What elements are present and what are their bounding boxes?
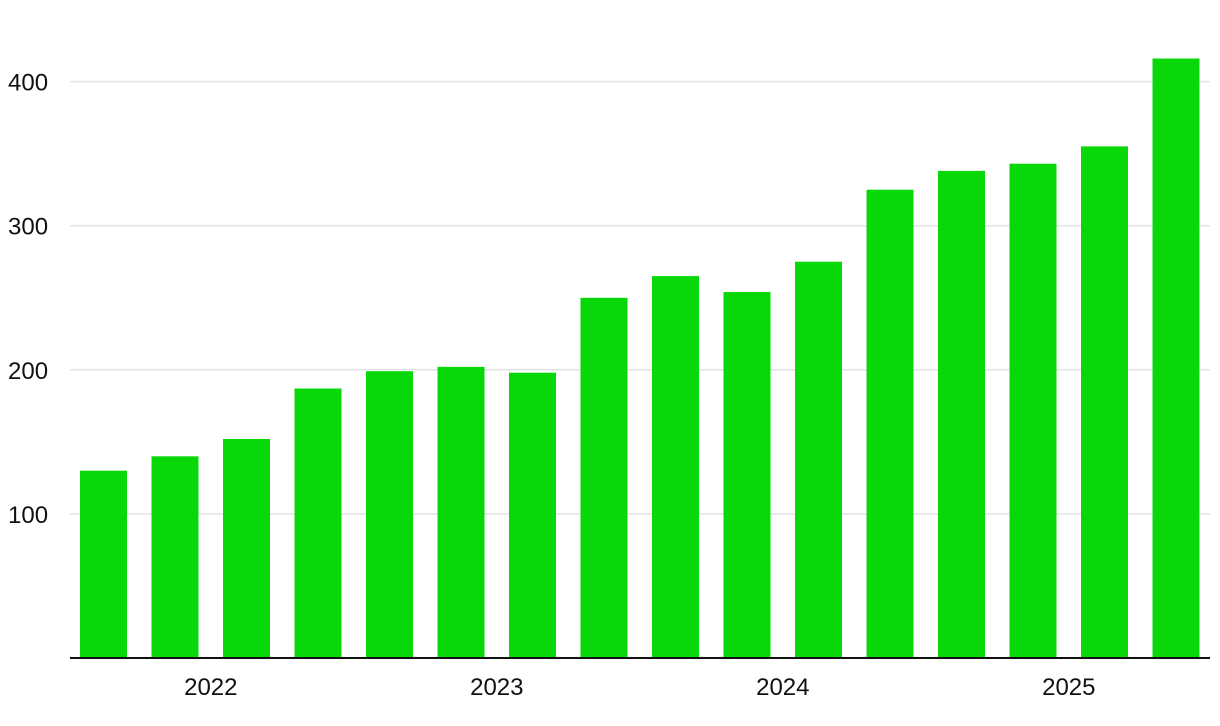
bar-5: [366, 371, 413, 658]
x-tick-label: 2022: [184, 674, 237, 701]
bar-13: [938, 170, 985, 658]
bar-12: [866, 189, 914, 658]
bar-6: [437, 366, 485, 658]
bar-15: [1081, 146, 1128, 658]
bar-4: [294, 388, 342, 658]
bars: [80, 58, 1200, 659]
bar-3: [223, 439, 270, 658]
bar-1: [80, 470, 127, 658]
x-tick-label: 2024: [756, 674, 809, 701]
bar-8: [580, 297, 628, 659]
bar-14: [1009, 163, 1057, 658]
y-tick-label: 300: [8, 214, 48, 241]
bar-2: [151, 456, 199, 658]
x-tick-label: 2025: [1042, 674, 1095, 701]
bar-11: [795, 261, 842, 658]
y-tick-label: 100: [8, 502, 48, 529]
y-tick-label: 400: [8, 70, 48, 97]
bar-7: [509, 372, 556, 658]
bar-9: [652, 276, 699, 658]
tick-labels: 100 200 300 400 2022 2023 2024 2025: [8, 70, 1095, 701]
x-tick-label: 2023: [470, 674, 523, 701]
y-tick-label: 200: [8, 358, 48, 385]
bar-10: [723, 292, 771, 658]
bar-16: [1152, 58, 1200, 658]
